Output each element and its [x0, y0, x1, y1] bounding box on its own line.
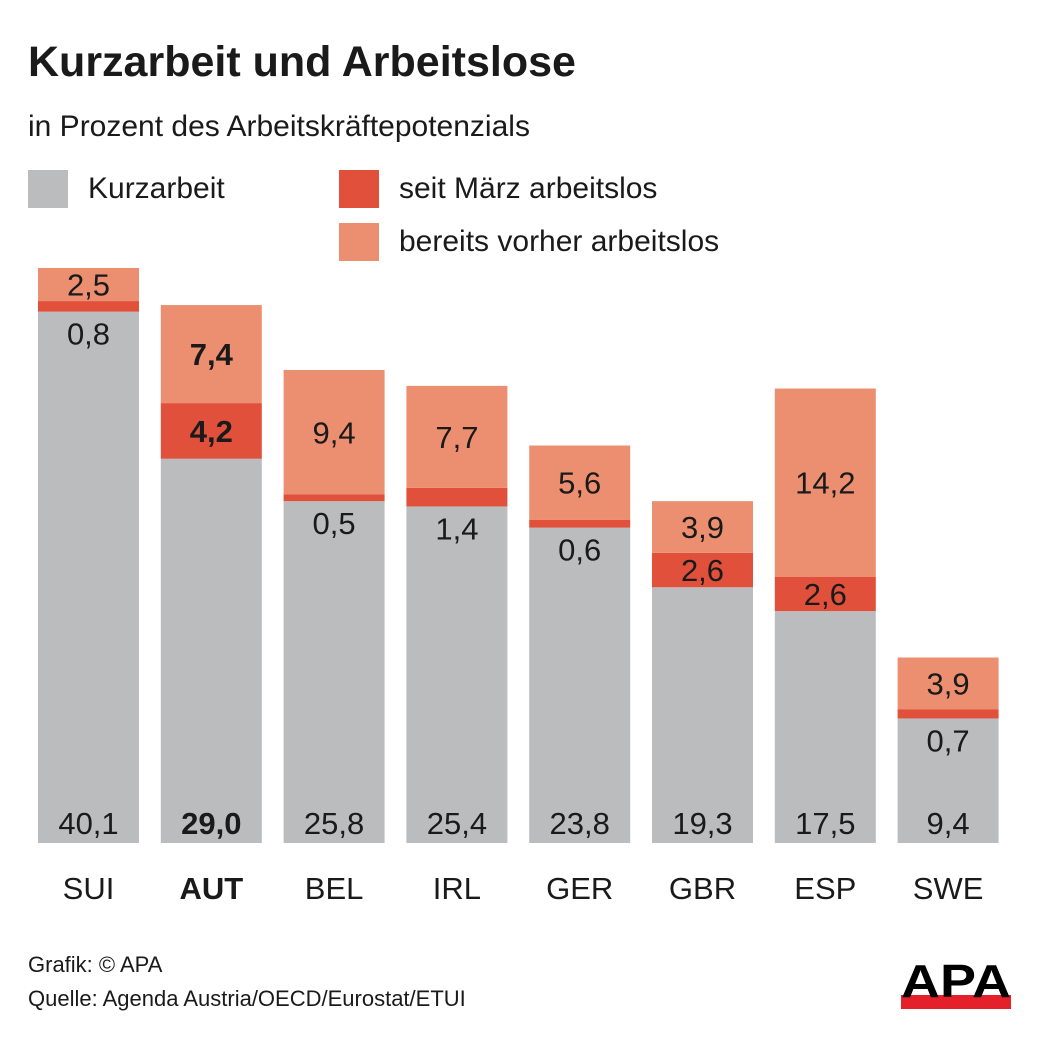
legend-swatch — [28, 170, 68, 208]
legend-swatch — [339, 170, 379, 208]
data-label: 0,5 — [313, 506, 356, 541]
source: Quelle: Agenda Austria/OECD/Eurostat/ETU… — [28, 986, 466, 1011]
data-label: 0,6 — [558, 533, 601, 568]
bar-gbr-segment-2 — [652, 501, 753, 553]
x-tick-label: GBR — [669, 871, 736, 906]
bar-bel-segment-0 — [283, 501, 385, 843]
bar-aut-segment-0 — [160, 458, 262, 843]
bar-bel-segment-2 — [283, 369, 385, 495]
bar-aut-segment-2 — [160, 305, 262, 404]
bar-esp-segment-1 — [774, 576, 876, 612]
x-tick-label: AUT — [179, 871, 243, 906]
bar-aut-segment-1 — [160, 403, 262, 459]
data-label: 0,7 — [927, 723, 970, 758]
bar-ger-segment-2 — [529, 445, 631, 520]
data-label: 2,6 — [681, 553, 724, 588]
bar-swe-segment-0 — [897, 718, 999, 843]
bar-gbr-segment-1 — [652, 552, 753, 588]
x-tick-label: GER — [546, 871, 613, 906]
chart-subtitle: in Prozent des Arbeitskräftepotenzials — [28, 110, 530, 143]
x-tick-label: SWE — [913, 871, 984, 906]
data-label: 7,7 — [435, 420, 478, 455]
bar-esp-segment-2 — [774, 388, 876, 577]
x-tick-label: ESP — [794, 871, 856, 906]
x-tick-label: BEL — [305, 871, 364, 906]
bar-irl-segment-2 — [406, 385, 508, 488]
data-label: 0,8 — [67, 317, 110, 352]
legend-vorher: bereits vorher arbeitslos — [339, 223, 719, 261]
data-label: 9,4 — [313, 415, 356, 450]
legend-label: Kurzarbeit — [88, 172, 225, 205]
bar-irl-segment-1 — [406, 487, 508, 507]
data-label: 25,4 — [427, 806, 487, 841]
data-label: 29,0 — [181, 806, 241, 841]
bar-irl-segment-0 — [406, 506, 508, 843]
data-label: 25,8 — [304, 806, 364, 841]
x-tick-label: SUI — [63, 871, 115, 906]
credit: Grafik: © APA — [28, 952, 163, 977]
x-tick-label: IRL — [433, 871, 481, 906]
bar-swe-segment-1 — [897, 709, 999, 719]
bar-gbr-segment-0 — [652, 587, 753, 843]
data-label: 5,6 — [558, 466, 601, 501]
data-label: 40,1 — [58, 806, 118, 841]
bar-sui-segment-1 — [38, 301, 139, 312]
data-label: 19,3 — [672, 806, 732, 841]
legend-kurzarbeit: Kurzarbeit — [28, 170, 225, 208]
legend-seit-maerz: seit März arbeitslos — [339, 170, 657, 208]
bar-ger-segment-0 — [529, 527, 631, 843]
data-label: 14,2 — [795, 466, 855, 501]
bar-sui-segment-2 — [38, 267, 139, 302]
data-label: 1,4 — [435, 511, 478, 546]
data-label: 2,6 — [804, 577, 847, 612]
data-label: 4,2 — [190, 414, 233, 449]
data-label: 3,9 — [681, 510, 724, 545]
data-label: 17,5 — [795, 806, 855, 841]
data-label: 2,5 — [67, 268, 110, 303]
legend-swatch — [339, 223, 379, 261]
legend-label: bereits vorher arbeitslos — [399, 225, 720, 258]
data-label: 23,8 — [550, 806, 610, 841]
bar-ger-segment-1 — [529, 519, 631, 528]
legend-label: seit März arbeitslos — [399, 172, 658, 205]
bar-sui-segment-0 — [38, 311, 139, 843]
data-label: 3,9 — [927, 666, 970, 701]
bar-esp-segment-0 — [774, 611, 876, 843]
chart-title: Kurzarbeit und Arbeitslose — [28, 38, 576, 86]
data-label: 9,4 — [927, 806, 970, 841]
bar-swe-segment-2 — [897, 657, 999, 710]
bar-bel-segment-1 — [283, 494, 385, 502]
data-label: 7,4 — [190, 337, 234, 372]
